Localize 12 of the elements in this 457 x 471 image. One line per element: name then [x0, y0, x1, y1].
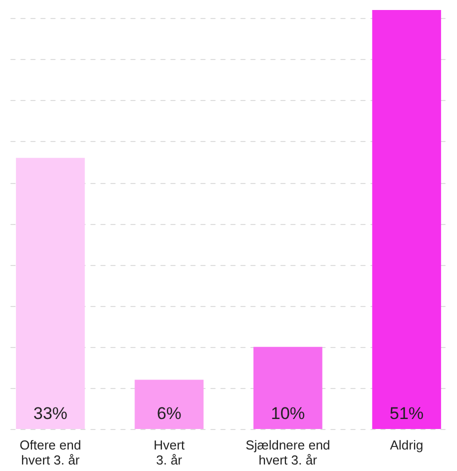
bar — [16, 158, 85, 429]
x-tick-label: Hvert 3. år — [154, 438, 186, 468]
x-tick-label: Aldrig — [390, 438, 424, 452]
data-label: 6% — [156, 404, 182, 423]
data-label: 51% — [390, 404, 424, 423]
x-tick-label: Oftere end hvert 3. år — [20, 438, 82, 468]
bar — [253, 346, 322, 429]
bar — [372, 10, 442, 429]
x-tick-label: Sjældnere end hvert 3. år — [246, 438, 330, 468]
data-label: 33% — [33, 404, 68, 423]
bar — [134, 380, 204, 429]
data-label: 10% — [270, 404, 305, 423]
